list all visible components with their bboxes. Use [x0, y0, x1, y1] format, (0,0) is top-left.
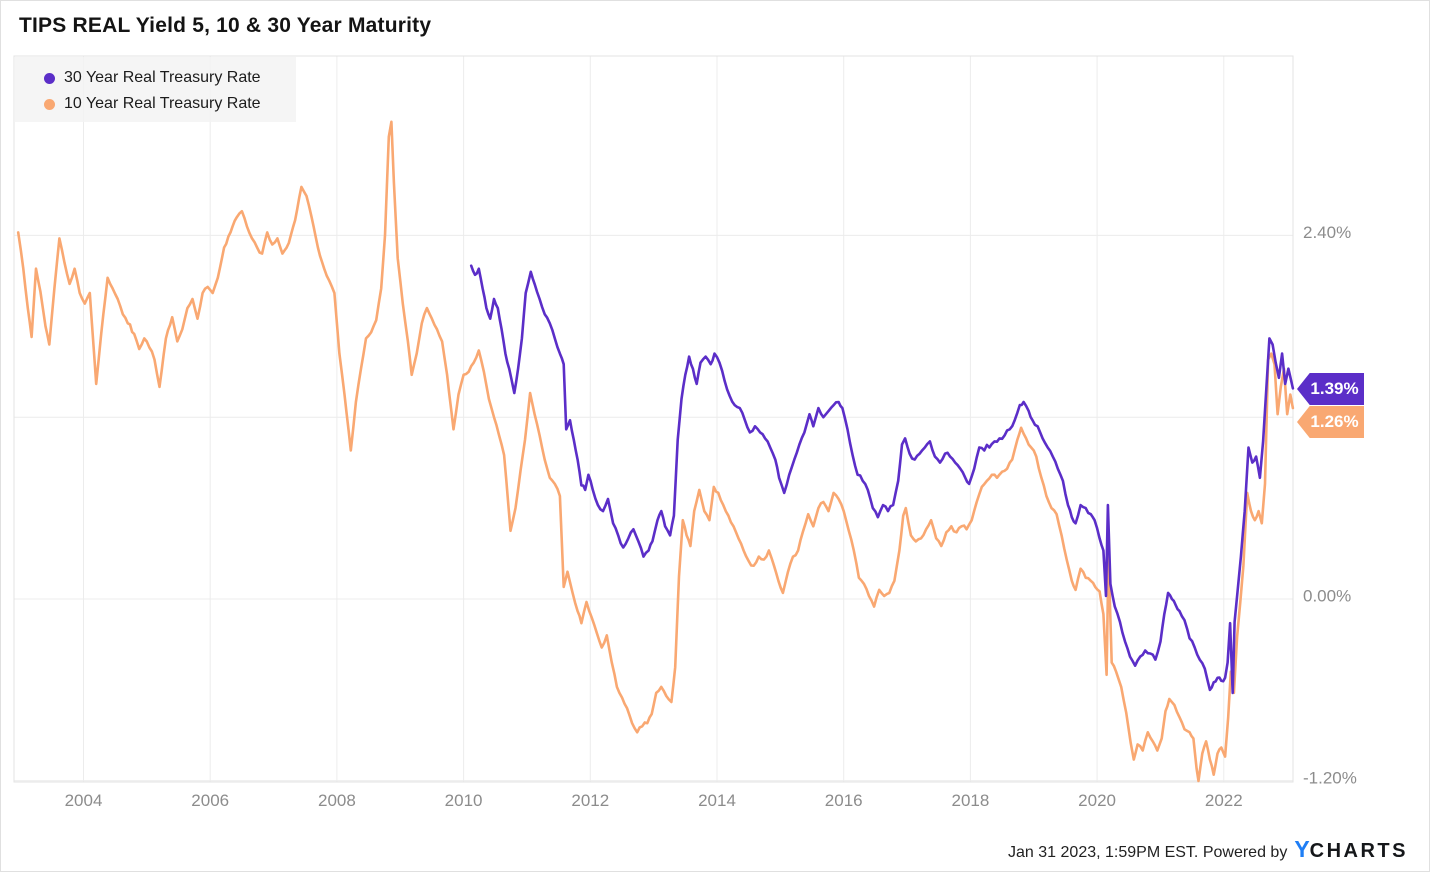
x-tick-label: 2004 — [65, 791, 103, 810]
ycharts-logo-y-icon: Y — [1294, 836, 1310, 862]
legend-dot-10-year-icon — [44, 98, 55, 110]
ycharts-logo[interactable]: Y CHARTS — [1294, 836, 1408, 863]
x-tick-label: 2018 — [951, 791, 989, 810]
last-value-30-year: 1.39% — [1310, 379, 1359, 398]
series-line-30-year[interactable] — [469, 264, 1295, 695]
last-value-flag-10-year: 1.26% — [1297, 406, 1364, 438]
x-tick-label: 2006 — [191, 791, 229, 810]
chart-legend: 30 Year Real Treasury Rate 10 Year Real … — [14, 57, 296, 122]
ycharts-logo-text: CHARTS — [1309, 840, 1408, 862]
x-tick-label: 2022 — [1205, 791, 1243, 810]
legend-item-10-year[interactable]: 10 Year Real Treasury Rate — [44, 91, 296, 117]
footer: Jan 31 2023, 1:59PM EST. Powered by Y CH… — [1008, 836, 1408, 863]
x-tick-label: 2010 — [445, 791, 483, 810]
chart-title: TIPS REAL Yield 5, 10 & 30 Year Maturity — [19, 14, 432, 37]
plot-border — [13, 55, 1294, 783]
y-tick-label: -1.20% — [1303, 768, 1357, 787]
x-tick-label: 2008 — [318, 791, 356, 810]
legend-label-30-year: 30 Year Real Treasury Rate — [64, 69, 261, 86]
y-tick-label: 0.00% — [1303, 586, 1351, 605]
x-tick-label: 2016 — [825, 791, 863, 810]
x-tick-label: 2014 — [698, 791, 736, 810]
series-line-10-year[interactable] — [16, 120, 1295, 783]
last-value-10-year: 1.26% — [1310, 412, 1359, 431]
legend-item-30-year[interactable]: 30 Year Real Treasury Rate — [44, 65, 296, 91]
x-tick-label: 2020 — [1078, 791, 1116, 810]
x-tick-label: 2012 — [571, 791, 609, 810]
footer-timestamp: Jan 31 2023, 1:59PM EST. Powered by — [1008, 844, 1288, 861]
legend-dot-30-year-icon — [44, 72, 55, 84]
legend-label-10-year: 10 Year Real Treasury Rate — [64, 95, 261, 112]
last-value-flag-30-year: 1.39% — [1297, 373, 1364, 405]
y-tick-label: 2.40% — [1303, 223, 1351, 242]
